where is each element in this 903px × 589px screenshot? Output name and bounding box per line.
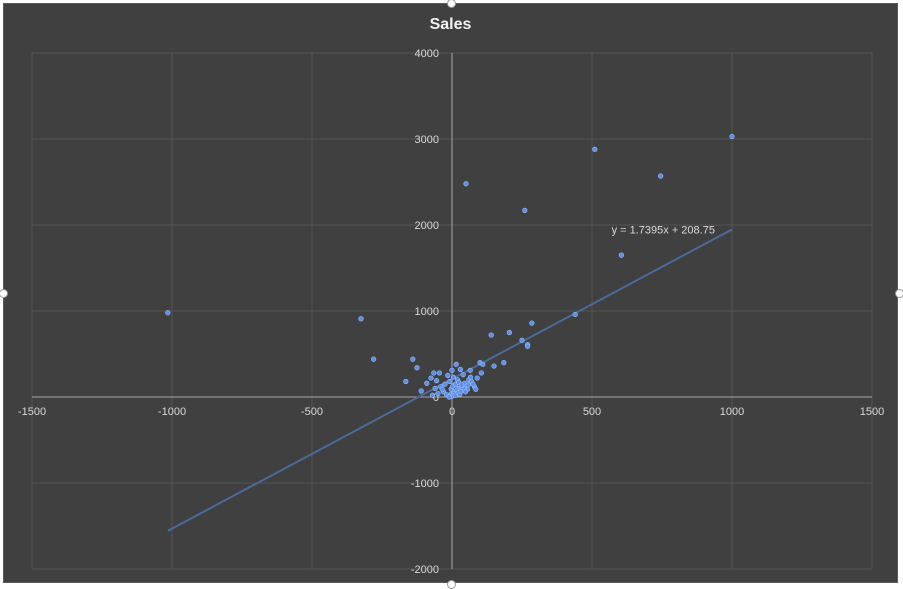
data-point (457, 366, 464, 373)
y-tick-label: 4000 (415, 48, 439, 60)
data-point (446, 394, 452, 400)
y-tick-label: -2000 (411, 564, 439, 576)
data-point (473, 386, 479, 392)
y-tick-label: 3000 (415, 134, 439, 146)
data-point (434, 378, 440, 384)
y-tick-label: 2000 (415, 220, 439, 232)
data-point (463, 181, 469, 187)
data-point (449, 367, 455, 373)
data-point (418, 388, 424, 394)
data-point (491, 363, 497, 369)
data-point (729, 133, 735, 140)
x-tick-label: -500 (301, 406, 323, 418)
data-point (449, 384, 456, 390)
data-point (447, 378, 453, 385)
y-tick-label: 1000 (415, 306, 439, 318)
chart-area[interactable]: Sales (3, 3, 898, 583)
data-points (165, 133, 735, 400)
data-point (445, 372, 451, 379)
y-tick-label: 0 (433, 392, 439, 404)
x-tick-label: 1500 (860, 406, 884, 418)
data-point (488, 332, 494, 338)
x-tick-label: 0 (449, 406, 455, 418)
data-point (429, 392, 436, 398)
data-point (478, 370, 485, 376)
data-point (467, 367, 473, 373)
data-point (424, 380, 430, 386)
x-tick-label: 1000 (720, 406, 744, 418)
selection-handle-right[interactable] (895, 289, 903, 298)
data-point (462, 389, 469, 395)
data-point (467, 374, 474, 380)
data-point (501, 360, 507, 366)
data-point (435, 390, 441, 397)
data-point (465, 382, 471, 388)
data-point (432, 385, 438, 392)
data-point (474, 375, 480, 381)
selection-handle-left[interactable] (0, 289, 8, 298)
data-point (618, 252, 625, 258)
data-point (572, 311, 578, 318)
data-point (460, 372, 466, 378)
x-tick-label: -1500 (18, 406, 46, 418)
tick-labels: -1500 -1000 -500 0 500 1000 1500 -2000 -1000 0 100… (18, 48, 884, 576)
data-point (470, 381, 476, 387)
data-point (657, 173, 664, 179)
data-point (453, 361, 459, 367)
data-point (592, 146, 598, 152)
data-point (358, 316, 364, 322)
data-point (519, 337, 525, 343)
data-point (458, 382, 465, 388)
chart-title: Sales (429, 16, 472, 33)
trendline-equation: y = 1.7395x + 208.75 (612, 225, 715, 237)
data-point (410, 356, 416, 362)
data-point (524, 343, 531, 349)
data-point (428, 375, 434, 381)
data-point (439, 386, 445, 392)
data-point (165, 310, 171, 316)
y-tick-label: -1000 (411, 478, 439, 490)
data-point (506, 329, 513, 336)
x-tick-label: -1000 (158, 406, 186, 418)
data-point (450, 374, 457, 380)
data-point (371, 356, 377, 362)
data-point (480, 361, 486, 367)
data-point (522, 207, 528, 213)
data-point (414, 365, 420, 371)
data-point (442, 381, 448, 387)
data-point (529, 320, 535, 326)
data-point (431, 370, 437, 376)
data-point (436, 370, 443, 376)
x-tick-label: 500 (583, 406, 601, 418)
selection-handle-top[interactable] (447, 0, 456, 8)
data-point (403, 378, 409, 385)
